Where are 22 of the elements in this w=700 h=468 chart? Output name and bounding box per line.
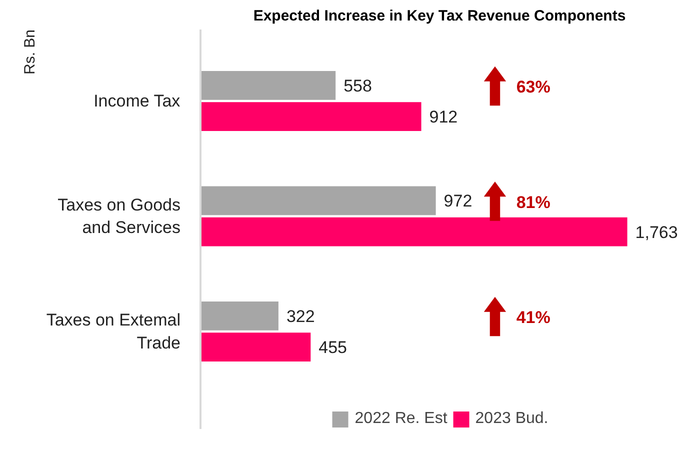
annotation: 41% <box>516 308 550 328</box>
legend-label: 2022 Re. Est <box>354 410 448 428</box>
bar <box>200 332 311 362</box>
data-label: 322 <box>286 306 315 326</box>
chart-title: Expected Increase in Key Tax Revenue Components <box>253 8 626 24</box>
legend-label: 2023 Bud. <box>475 410 548 428</box>
bar <box>200 186 436 216</box>
bar <box>200 217 628 246</box>
bar <box>200 302 278 330</box>
data-label: 972 <box>444 192 472 211</box>
data-label: 1,763 <box>635 222 678 242</box>
data-label: 455 <box>318 338 348 358</box>
bar <box>200 71 336 100</box>
annotation: 63% <box>516 78 550 97</box>
data-label: 912 <box>429 108 458 127</box>
annotation: 81% <box>516 192 550 212</box>
y-tick-label: Income Tax <box>94 91 181 110</box>
y-axis-title: Rs. Bn <box>22 30 38 75</box>
y-tick-label: Taxes on Goods and Services <box>58 195 181 238</box>
data-label: 558 <box>344 76 372 96</box>
y-tick-label: Taxes on Extemal Trade <box>46 310 181 352</box>
bar <box>200 102 422 131</box>
